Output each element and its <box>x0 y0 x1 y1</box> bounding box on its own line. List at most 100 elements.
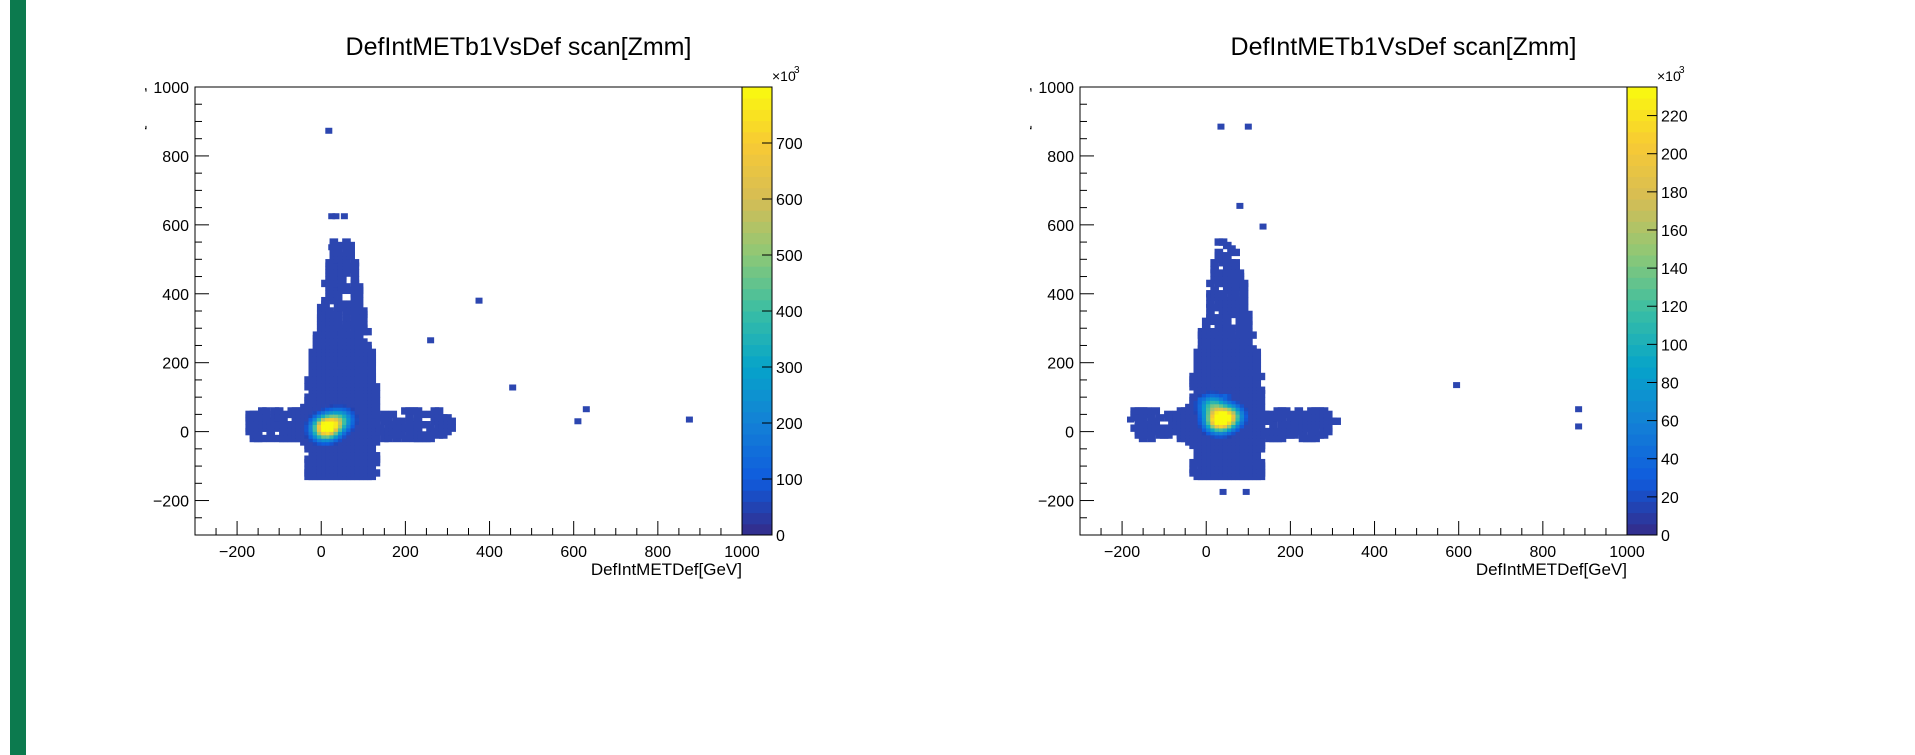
heatmap-bin <box>1269 421 1278 429</box>
colorbar-segment <box>1627 199 1657 211</box>
heatmap-bin <box>1453 382 1461 389</box>
colorbar-segment <box>1627 456 1657 469</box>
colorbar-segment <box>1627 311 1657 323</box>
colorbar-segment <box>742 423 772 435</box>
heatmap-bin <box>371 383 381 391</box>
colorbar-segment <box>742 109 772 122</box>
colorbar: 0 100 200 300 400 500 600 700 ×103 <box>741 65 803 545</box>
heatmap-bin <box>1575 423 1583 430</box>
colorbar-segment <box>1627 355 1657 368</box>
colorbar-segment <box>742 221 772 234</box>
colorbar: 0 20 40 60 80 100 120 140 160 180 200 220 ×103 <box>1626 65 1688 545</box>
heatmap-bin <box>475 297 483 304</box>
heatmap-bin <box>1239 290 1249 298</box>
heatmap-bin <box>1126 416 1134 423</box>
x-tick-label: 200 <box>392 544 419 561</box>
x-tick-label: 1000 <box>724 544 760 561</box>
colorbar-segment <box>742 367 772 379</box>
colorbar-tick-label: 300 <box>776 360 803 377</box>
heatmap-bin <box>333 248 343 257</box>
heatmap-bin <box>388 410 398 419</box>
colorbar-segment <box>1627 344 1657 357</box>
y-axis-label: DefIntMETb1[GeV] <box>145 87 147 231</box>
colorbar-segment <box>1627 120 1657 133</box>
y-tick-label: 1000 <box>1038 80 1074 97</box>
colorbar-tick-label: 40 <box>1661 452 1679 469</box>
colorbar-segment <box>1627 479 1657 491</box>
heatmap-bin <box>1256 438 1266 446</box>
heatmap-bin <box>1217 123 1225 130</box>
colorbar-frame <box>1626 86 1658 536</box>
heatmap-bin <box>328 213 336 220</box>
colorbar-segment <box>742 277 772 290</box>
heatmap-bin <box>262 407 271 415</box>
colorbar-tick-label: 20 <box>1661 490 1679 507</box>
heatmap-bin <box>1143 407 1152 415</box>
heatmap-bin <box>685 416 693 423</box>
heatmap-bin <box>332 213 340 220</box>
colorbar-segment <box>1627 154 1657 166</box>
colorbar-segment <box>1627 87 1657 99</box>
colorbar-segment <box>742 344 772 357</box>
colorbar-segment <box>1627 501 1657 514</box>
y-tick-label: 600 <box>1047 218 1074 235</box>
colorbar-segment <box>742 210 772 222</box>
colorbar-segment <box>742 333 772 346</box>
heatmap-bin <box>363 341 372 350</box>
colorbar-segment <box>742 232 772 245</box>
colorbar-tick-label: 220 <box>1661 109 1688 126</box>
colorbar-segment <box>742 255 772 267</box>
y-tick-label: 400 <box>1047 287 1074 304</box>
x-tick-label: −200 <box>1104 544 1140 561</box>
colorbar-segment <box>742 456 772 469</box>
x-axis-label: DefIntMETDef[GeV] <box>1476 560 1627 579</box>
heatmap-bin <box>1239 296 1249 305</box>
colorbar-segment <box>1627 378 1657 390</box>
colorbar-segment <box>742 299 772 312</box>
heatmap-chart-right: DefIntMETb1VsDef scan[Zmm]−200 0 200 400 600… <box>1030 33 1688 579</box>
colorbar-segment <box>742 266 772 278</box>
colorbar-segment <box>1627 143 1657 155</box>
heatmap-bin <box>1242 488 1250 495</box>
heatmap-bin <box>274 407 284 415</box>
x-tick-label: 400 <box>1361 544 1388 561</box>
colorbar-segment <box>742 400 772 413</box>
heatmap-bin <box>346 241 355 250</box>
heatmap-bin <box>333 317 343 326</box>
colorbar-segment <box>1627 423 1657 435</box>
colorbar-multiplier: ×10 <box>772 68 796 84</box>
colorbar-segment <box>1627 266 1657 278</box>
y-tick-label: 400 <box>162 287 189 304</box>
heatmap-bin <box>1147 434 1156 443</box>
heatmap-bin <box>509 384 517 391</box>
y-tick-label: 600 <box>162 218 189 235</box>
colorbar-segment <box>742 87 772 99</box>
heatmap-bin <box>363 327 372 336</box>
colorbar-segment <box>742 501 772 514</box>
heatmap-bin <box>359 321 368 329</box>
y-tick-label: 200 <box>162 356 189 373</box>
colorbar-tick-label: 120 <box>1661 299 1688 316</box>
heatmap-bin <box>1248 331 1257 339</box>
heatmap-bin <box>350 276 360 284</box>
colorbar-segment <box>742 187 772 200</box>
colorbar-segment <box>742 311 772 323</box>
y-tick-label: 0 <box>180 425 189 442</box>
colorbar-tick-label: 500 <box>776 248 803 265</box>
heatmap-bin <box>258 434 267 443</box>
heatmap-bin <box>380 410 389 419</box>
heatmap-bin <box>427 337 435 344</box>
colorbar-tick-label: 700 <box>776 136 803 153</box>
colorbar-tick-label: 200 <box>776 416 803 433</box>
heatmap-bin <box>1222 252 1232 260</box>
y-tick-label: −200 <box>1038 494 1074 511</box>
heatmap-bin <box>1151 407 1161 415</box>
colorbar-segment <box>1627 299 1657 312</box>
heatmap-bin <box>371 469 381 477</box>
x-tick-label: 600 <box>560 544 587 561</box>
colorbar-tick-label: 60 <box>1661 414 1679 431</box>
y-axis-label: DefIntMETb1[GeV] <box>1030 87 1032 231</box>
heatmap-bin <box>1155 414 1165 422</box>
heatmap-bin <box>1210 265 1219 274</box>
heatmap-bin <box>1256 403 1266 412</box>
